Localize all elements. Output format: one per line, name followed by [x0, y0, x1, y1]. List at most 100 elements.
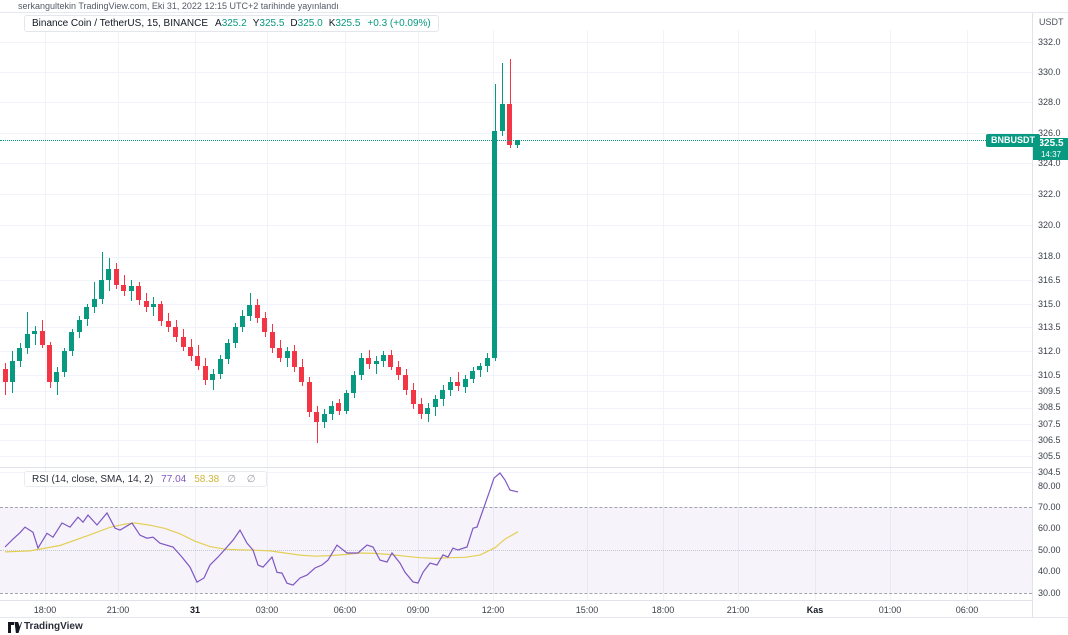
rsi-middle-level-line [0, 549, 1032, 551]
vertical-gridline [418, 30, 419, 600]
candle [143, 300, 149, 307]
rsi-legend[interactable]: RSI (14, close, SMA, 14, 2) 77.04 58.38 … [24, 471, 268, 487]
candle [447, 381, 453, 390]
price-tick-label: 313.5 [1038, 322, 1061, 333]
time-tick-label: 18:00 [651, 605, 675, 615]
candle [284, 351, 290, 358]
candle-wick [34, 325, 36, 345]
candle [484, 357, 490, 366]
symbol-title[interactable]: Binance Coin / TetherUS, 15, BINANCE [32, 18, 209, 29]
tradingview-brand-text[interactable]: TradingView [24, 621, 83, 632]
candle [61, 351, 67, 373]
candle [329, 405, 334, 414]
rsi-plot [4, 472, 519, 586]
price-tick-label: 309.5 [1038, 386, 1061, 397]
attribution-bar: serkangultekin TradingView.com, Eki 31, … [0, 0, 1068, 13]
price-tick-label: 332.0 [1038, 37, 1061, 47]
horizontal-gridline [0, 132, 1032, 134]
horizontal-gridline [0, 375, 1032, 377]
vertical-gridline [345, 30, 346, 600]
horizontal-gridline [0, 439, 1032, 441]
candle [76, 319, 82, 333]
candle [455, 381, 461, 387]
candle [2, 368, 8, 382]
candle [24, 333, 30, 349]
chart-plot-area[interactable] [0, 0, 1032, 618]
candle-wick [509, 58, 511, 149]
candle [507, 103, 513, 146]
time-scale[interactable]: 18:00 21:00 31 03:00 06:00 09:00 12:00 15:00 18:… [0, 600, 1032, 618]
high-value: 325.5 [259, 18, 285, 29]
candle-wick [502, 63, 504, 136]
badge-price: 325.5 [1038, 138, 1064, 150]
candle [173, 327, 179, 337]
time-tick-label: 03:00 [255, 605, 279, 615]
price-tick-label: 305.5 [1038, 451, 1061, 462]
tradingview-logo-icon[interactable] [8, 622, 22, 633]
candle [366, 357, 372, 365]
rsi-tick-label: 60.00 [1038, 523, 1061, 534]
symbol-legend[interactable]: Binance Coin / TetherUS, 15, BINANCE A32… [24, 15, 439, 32]
rsi-value: 77.04 [161, 473, 187, 485]
vertical-gridline [267, 30, 268, 600]
candle [210, 373, 216, 381]
candle [262, 317, 268, 333]
ohlc-values: A325.2 Y325.5 D325.0 K325.5 [215, 18, 360, 29]
candle [239, 316, 245, 328]
candle [351, 375, 357, 393]
candle [17, 348, 23, 361]
price-tick-label: 310.5 [1038, 370, 1061, 381]
rsi-lower-level-line [0, 592, 1032, 594]
candle [277, 348, 282, 358]
candle-wick [101, 251, 103, 304]
horizontal-gridline [0, 225, 1032, 227]
horizontal-gridline [0, 423, 1032, 425]
candle [106, 269, 112, 280]
time-tick-label: 21:00 [726, 605, 750, 615]
change-value: +0.3 (+0.09%) [367, 18, 431, 29]
rsi-tick-label: 50.00 [1038, 544, 1061, 555]
time-tick-label: 12:00 [481, 605, 505, 615]
low-label: D [290, 18, 298, 29]
candle-wick [94, 281, 95, 314]
price-tick-label: 326.0 [1038, 127, 1061, 138]
candle [217, 359, 223, 374]
candle [403, 375, 409, 390]
rsi-title[interactable]: RSI (14, close, SMA, 14, 2) [32, 473, 154, 485]
price-tick-label: 318.0 [1038, 251, 1061, 262]
price-tick-label: 306.5 [1038, 434, 1061, 445]
candle [188, 346, 193, 357]
candle [410, 389, 416, 405]
candle [336, 402, 342, 411]
time-tick-label: Kas [806, 605, 824, 615]
candle [425, 407, 431, 414]
time-tick-label: 15:00 [575, 605, 599, 615]
price-scale[interactable]: USDT 325.5 14:37 332.0 330.0 328.0 326.0 324.0… [1032, 13, 1068, 617]
candle [462, 378, 468, 387]
candle [202, 365, 208, 381]
horizontal-gridline [0, 327, 1032, 329]
horizontal-gridline [0, 42, 1032, 43]
candle [121, 284, 127, 291]
candle [470, 370, 475, 379]
price-tick-label: 307.5 [1038, 418, 1061, 429]
price-tick-label: 320.0 [1038, 220, 1061, 231]
horizontal-gridline [0, 194, 1032, 196]
candle [477, 365, 483, 371]
low-value: 325.0 [297, 18, 323, 29]
horizontal-gridline [0, 391, 1032, 393]
candle [195, 356, 201, 366]
close-value: 325.5 [335, 18, 361, 29]
candle-wick [316, 405, 318, 443]
candle [165, 321, 171, 328]
candle [232, 327, 238, 344]
candle [32, 330, 38, 334]
candle [84, 306, 90, 320]
candle [373, 360, 379, 365]
rsi-ma-value: 58.38 [194, 473, 220, 485]
candle [306, 381, 312, 413]
candle [291, 351, 297, 368]
vertical-gridline [890, 30, 891, 600]
current-price-line [0, 140, 986, 142]
